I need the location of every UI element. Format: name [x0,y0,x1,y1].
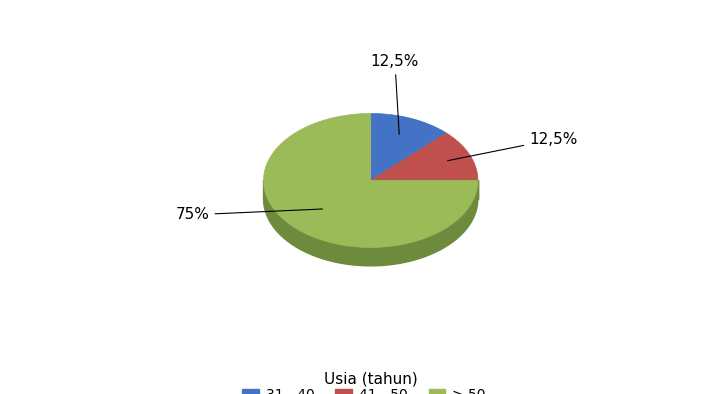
Text: 75%: 75% [175,207,323,222]
Polygon shape [371,133,478,180]
Polygon shape [264,113,478,247]
Polygon shape [371,113,446,180]
Legend: 31 - 40, 41 - 50, > 50: 31 - 40, 41 - 50, > 50 [237,383,491,394]
Polygon shape [371,180,478,199]
Text: Usia (tahun): Usia (tahun) [324,371,418,387]
Polygon shape [371,180,478,199]
Text: 12,5%: 12,5% [448,132,577,161]
Text: 12,5%: 12,5% [371,54,419,134]
Polygon shape [264,180,478,266]
